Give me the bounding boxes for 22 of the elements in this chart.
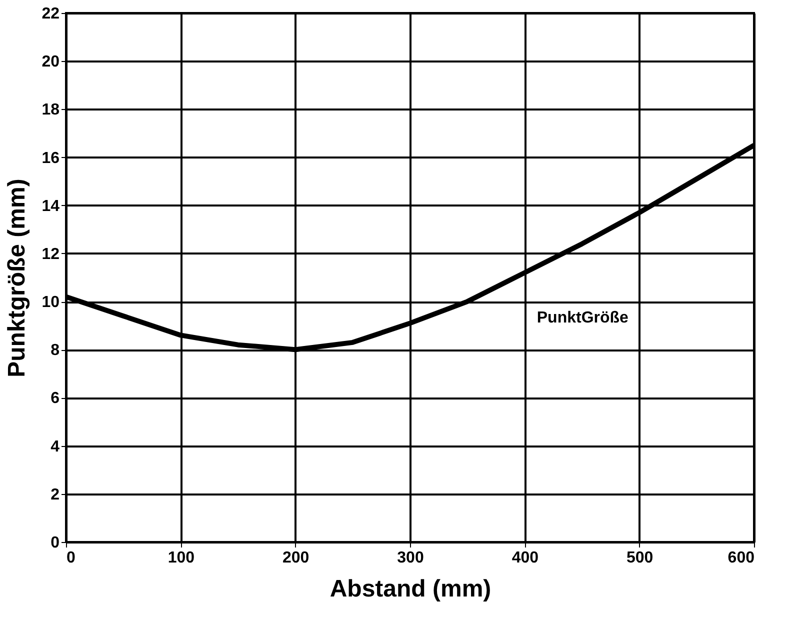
y-tick-label: 4	[50, 438, 60, 456]
y-tick-label: 6	[50, 390, 60, 408]
x-tick-label: 0	[66, 550, 76, 566]
x-tick-label: 600	[728, 550, 755, 566]
y-tick-label: 20	[42, 54, 60, 71]
y-tick-label: 12	[42, 246, 60, 263]
y-tick-label: 16	[42, 150, 60, 167]
x-tick-label: 300	[397, 550, 424, 566]
x-tick-label: 500	[626, 550, 654, 566]
y-tick-label: 18	[42, 102, 60, 119]
y-tick-label: 2	[50, 486, 60, 504]
y-tick-label: 8	[50, 342, 60, 360]
y-axis-title: Punktgröße (mm)	[4, 178, 31, 378]
y-tick-label: 22	[42, 6, 60, 22]
x-tick-label: 100	[168, 550, 195, 566]
y-tick-label: 14	[42, 198, 60, 215]
y-tick-label: 0	[50, 534, 60, 552]
y-tick-label: 10	[42, 294, 60, 312]
x-axis-title: Abstand (mm)	[330, 576, 492, 602]
x-tick-label: 400	[512, 550, 539, 566]
x-tick-label: 200	[282, 550, 310, 566]
text: PunktGröße	[536, 310, 629, 327]
